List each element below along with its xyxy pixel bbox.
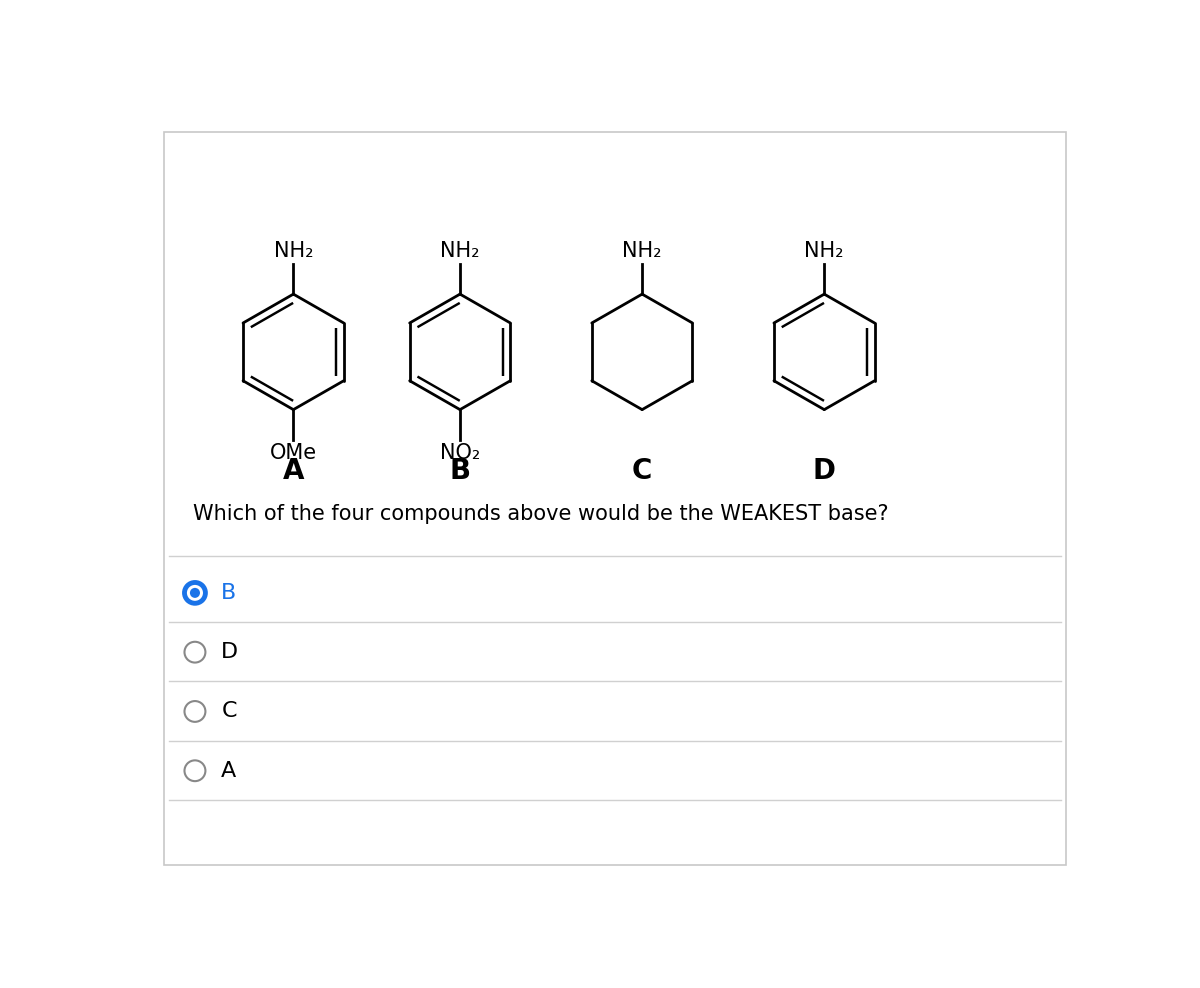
Text: NH₂: NH₂ [804,241,844,261]
Text: NH₂: NH₂ [440,241,480,261]
Text: B: B [221,583,236,603]
Text: NH₂: NH₂ [623,241,662,261]
Circle shape [185,583,205,604]
Circle shape [190,588,200,598]
Text: A: A [221,761,236,781]
Text: NO₂: NO₂ [440,443,480,462]
Text: D: D [812,457,835,485]
Text: B: B [450,457,470,485]
Text: A: A [283,457,304,485]
Text: D: D [221,642,239,662]
Text: C: C [632,457,653,485]
Text: Which of the four compounds above would be the WEAKEST base?: Which of the four compounds above would … [193,504,888,524]
Text: NH₂: NH₂ [274,241,313,261]
Text: OMe: OMe [270,443,317,462]
Text: C: C [221,701,236,721]
